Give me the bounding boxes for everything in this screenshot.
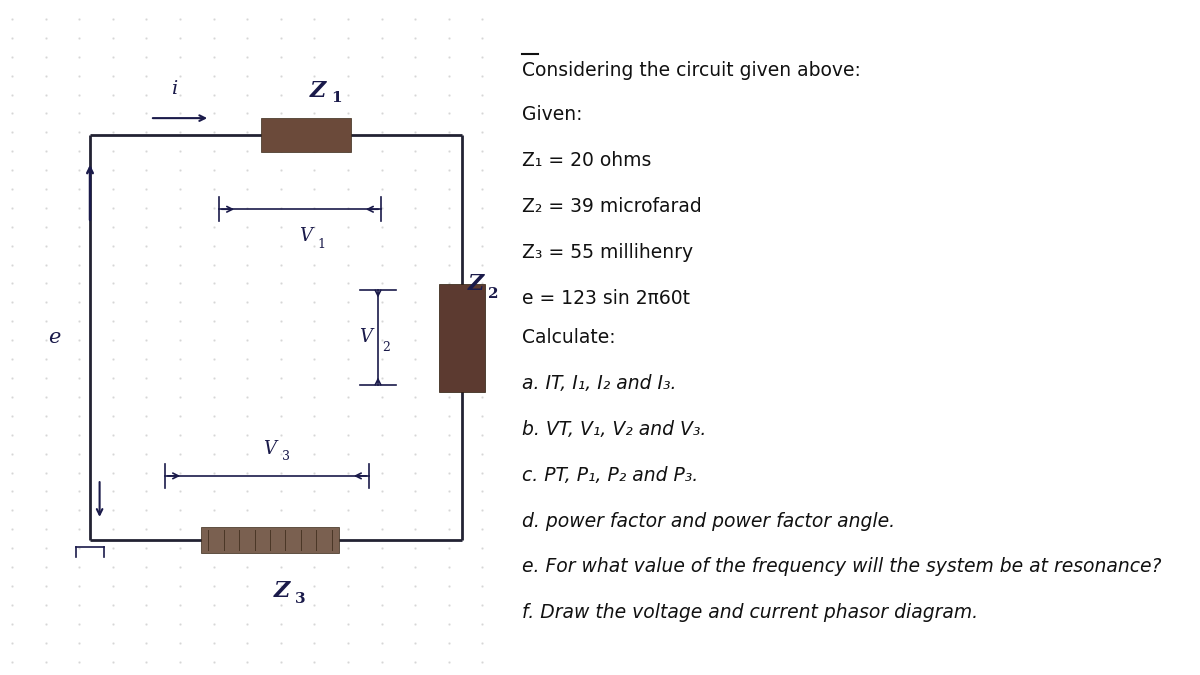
Text: a. IT, I₁, I₂ and I₃.: a. IT, I₁, I₂ and I₃. — [522, 374, 677, 393]
Text: Considering the circuit given above:: Considering the circuit given above: — [522, 61, 860, 80]
Text: V: V — [359, 329, 372, 346]
Text: Z: Z — [468, 273, 485, 294]
Text: d. power factor and power factor angle.: d. power factor and power factor angle. — [522, 512, 895, 531]
Text: 2: 2 — [382, 341, 390, 354]
Text: 3: 3 — [282, 450, 289, 464]
Text: 1: 1 — [318, 238, 325, 251]
Text: Z: Z — [274, 580, 290, 601]
Text: c. PT, P₁, P₂ and P₃.: c. PT, P₁, P₂ and P₃. — [522, 466, 698, 485]
Text: 1: 1 — [331, 91, 341, 105]
Text: Calculate:: Calculate: — [522, 328, 616, 347]
Text: e. For what value of the frequency will the system be at resonance?: e. For what value of the frequency will … — [522, 558, 1162, 576]
Text: Z₂ = 39 microfarad: Z₂ = 39 microfarad — [522, 197, 702, 216]
Text: e = 123 sin 2π60t: e = 123 sin 2π60t — [522, 289, 690, 308]
Text: Z₁ = 20 ohms: Z₁ = 20 ohms — [522, 151, 652, 170]
Text: 2: 2 — [488, 287, 499, 300]
Bar — [262, 118, 352, 152]
Text: Given:: Given: — [522, 105, 582, 124]
Text: i: i — [170, 80, 178, 98]
Text: b. VT, V₁, V₂ and V₃.: b. VT, V₁, V₂ and V₃. — [522, 420, 707, 439]
Bar — [202, 527, 340, 553]
Text: V: V — [264, 440, 276, 458]
Text: V: V — [300, 227, 312, 245]
Text: Z: Z — [310, 80, 326, 102]
Text: f. Draw the voltage and current phasor diagram.: f. Draw the voltage and current phasor d… — [522, 603, 978, 622]
Text: Z₃ = 55 millihenry: Z₃ = 55 millihenry — [522, 243, 694, 262]
Text: 3: 3 — [295, 593, 305, 606]
Text: e: e — [48, 328, 60, 347]
Bar — [439, 284, 485, 392]
